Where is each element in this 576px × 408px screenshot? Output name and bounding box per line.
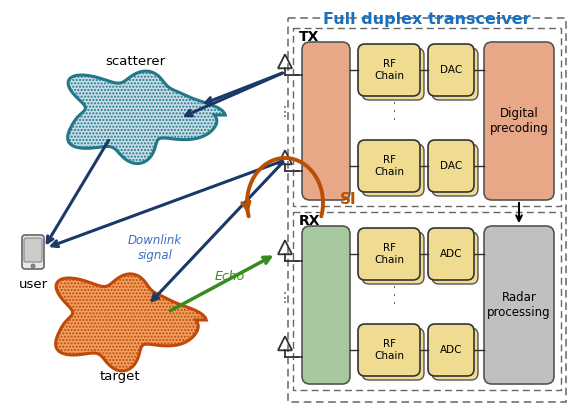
- Text: ADC: ADC: [439, 249, 463, 259]
- FancyBboxPatch shape: [432, 144, 478, 196]
- Polygon shape: [56, 274, 206, 371]
- FancyBboxPatch shape: [302, 42, 350, 200]
- Text: · · ·: · · ·: [389, 100, 403, 120]
- FancyBboxPatch shape: [358, 44, 420, 96]
- Polygon shape: [67, 71, 225, 164]
- Text: RF
Chain: RF Chain: [374, 155, 404, 177]
- Text: RF
Chain: RF Chain: [374, 59, 404, 81]
- Bar: [288, 18, 566, 402]
- FancyBboxPatch shape: [432, 328, 478, 380]
- FancyBboxPatch shape: [432, 232, 478, 284]
- FancyBboxPatch shape: [428, 140, 474, 192]
- FancyBboxPatch shape: [362, 328, 424, 380]
- Text: · · ·: · · ·: [389, 284, 403, 304]
- Text: RX: RX: [299, 214, 320, 228]
- FancyBboxPatch shape: [432, 48, 478, 100]
- FancyBboxPatch shape: [428, 44, 474, 96]
- FancyBboxPatch shape: [358, 324, 420, 376]
- FancyBboxPatch shape: [484, 42, 554, 200]
- Text: DAC: DAC: [440, 161, 462, 171]
- Text: Radar
processing: Radar processing: [487, 291, 551, 319]
- FancyBboxPatch shape: [358, 140, 420, 192]
- Text: ⋮: ⋮: [278, 291, 292, 305]
- Text: user: user: [18, 278, 48, 291]
- FancyBboxPatch shape: [428, 324, 474, 376]
- Text: SI: SI: [340, 193, 357, 208]
- FancyBboxPatch shape: [24, 238, 42, 262]
- FancyBboxPatch shape: [302, 226, 350, 384]
- Text: scatterer: scatterer: [105, 55, 165, 68]
- FancyBboxPatch shape: [484, 226, 554, 384]
- FancyBboxPatch shape: [428, 228, 474, 280]
- Text: target: target: [100, 370, 141, 383]
- Text: Full duplex transceiver: Full duplex transceiver: [323, 12, 531, 27]
- Bar: [293, 212, 561, 390]
- Text: ⋮: ⋮: [278, 105, 292, 119]
- Text: Digital
precoding: Digital precoding: [490, 107, 548, 135]
- Text: RF
Chain: RF Chain: [374, 243, 404, 265]
- FancyBboxPatch shape: [358, 228, 420, 280]
- Text: Downlink
signal: Downlink signal: [128, 234, 182, 262]
- FancyBboxPatch shape: [362, 48, 424, 100]
- FancyBboxPatch shape: [362, 144, 424, 196]
- FancyBboxPatch shape: [22, 235, 44, 269]
- Circle shape: [31, 264, 35, 268]
- Text: TX: TX: [299, 30, 319, 44]
- Text: RF
Chain: RF Chain: [374, 339, 404, 361]
- Text: Echo: Echo: [215, 271, 245, 284]
- Text: DAC: DAC: [440, 65, 462, 75]
- Bar: [293, 28, 561, 206]
- FancyBboxPatch shape: [362, 232, 424, 284]
- Text: ADC: ADC: [439, 345, 463, 355]
